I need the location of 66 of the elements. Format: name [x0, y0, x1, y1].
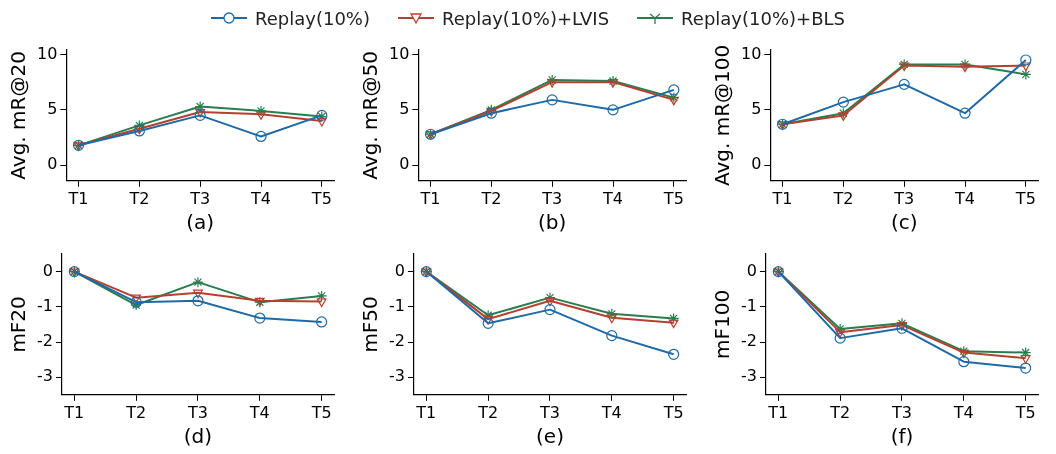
x-tick-label: T3 [539, 402, 560, 422]
y-tick-label: -3 [389, 366, 405, 386]
x-tick-label: T4 [250, 188, 271, 208]
x-tick-label: T3 [541, 188, 563, 208]
x-tick-label: T1 [415, 402, 437, 422]
y-axis-title: mF20 [6, 296, 31, 353]
y-tick-label: 0 [399, 154, 410, 174]
x-axis-title: (e) [536, 424, 564, 449]
x-tick-label: T5 [1014, 402, 1036, 422]
y-axis-title: mF100 [710, 289, 735, 359]
x-tick-label: T4 [248, 402, 270, 422]
y-tick-label: 5 [751, 99, 762, 119]
y-tick-label: 0 [47, 154, 58, 174]
x-tick-label: T1 [767, 402, 789, 422]
y-tick-label: -2 [37, 331, 53, 351]
x-tick-label: T4 [952, 402, 974, 422]
x-axis-title: (d) [183, 424, 213, 449]
x-tick-label: T1 [771, 188, 793, 208]
x-tick-label: T5 [1014, 188, 1036, 208]
y-tick-label: 5 [47, 99, 58, 119]
x-tick-label: T3 [893, 188, 915, 208]
y-tick-label: 0 [42, 260, 53, 280]
x-tick-label: T3 [189, 188, 211, 208]
x-tick-label: T1 [63, 402, 85, 422]
x-tick-label: T3 [187, 402, 208, 422]
x-tick-label: T4 [954, 188, 975, 208]
x-tick-label: T2 [128, 188, 150, 208]
x-tick-label: T1 [67, 188, 89, 208]
y-tick-label: -2 [741, 331, 757, 351]
x-tick-label: T2 [832, 188, 854, 208]
x-tick-label: T3 [891, 402, 912, 422]
x-tick-label: T4 [602, 188, 623, 208]
x-tick-label: T2 [829, 402, 851, 422]
x-tick-label: T5 [662, 402, 684, 422]
x-tick-label: T2 [477, 402, 499, 422]
y-tick-label: 0 [746, 260, 757, 280]
y-tick-label: -3 [741, 366, 757, 386]
y-tick-label: -3 [37, 366, 53, 386]
y-axis-title: Avg. mR@20 [6, 51, 31, 180]
y-tick-label: 5 [399, 99, 410, 119]
x-axis-title: (b) [538, 210, 567, 235]
legend-label: Replay(10%)+BLS [681, 7, 845, 29]
y-tick-label: 10 [741, 43, 762, 63]
x-tick-label: T2 [125, 402, 147, 422]
legend-label: Replay(10%)+LVIS [441, 7, 610, 29]
y-tick-label: -1 [37, 295, 53, 315]
x-axis-title: (f) [890, 424, 914, 449]
x-tick-label: T5 [662, 188, 684, 208]
y-tick-label: 0 [751, 154, 762, 174]
y-tick-label: 10 [389, 43, 410, 63]
y-tick-label: -1 [741, 295, 757, 315]
y-axis-title: Avg. mR@100 [710, 44, 735, 187]
x-axis-title: (a) [186, 210, 215, 235]
x-tick-label: T4 [600, 402, 622, 422]
x-tick-label: T1 [419, 188, 441, 208]
y-tick-label: -1 [389, 295, 405, 315]
x-tick-label: T2 [480, 188, 502, 208]
y-axis-title: mF50 [358, 296, 383, 353]
y-tick-label: 0 [394, 260, 405, 280]
x-axis-title: (c) [890, 210, 918, 235]
legend-label: Replay(10%) [255, 7, 370, 29]
x-tick-label: T5 [310, 188, 332, 208]
y-tick-label: 10 [37, 43, 58, 63]
y-tick-label: -2 [389, 331, 405, 351]
x-tick-label: T5 [310, 402, 332, 422]
y-axis-title: Avg. mR@50 [358, 51, 383, 180]
